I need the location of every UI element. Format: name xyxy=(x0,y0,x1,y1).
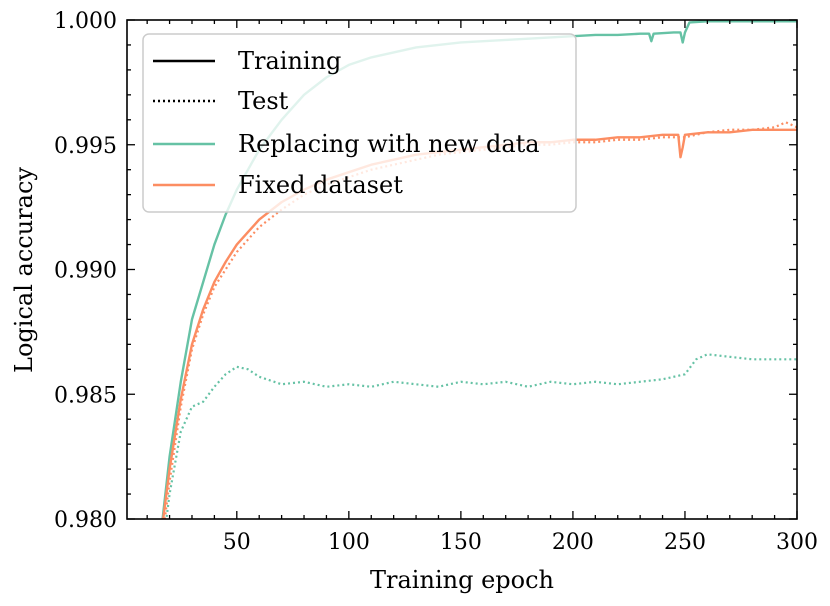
y-tick-label: 0.990 xyxy=(54,259,117,284)
legend-label-test: Test xyxy=(238,87,289,115)
legend-label-fixed: Fixed dataset xyxy=(238,171,403,199)
legend-box xyxy=(142,33,577,213)
legend-label-replacing: Replacing with new data xyxy=(238,130,540,158)
series-line-1 xyxy=(165,353,797,519)
ticks-layer: 50 100 150 200 250 300 0.980 0.985 0.990 0.995 1.0… xyxy=(54,9,818,555)
y-tick-label: 0.980 xyxy=(54,508,117,533)
x-tick-label: 200 xyxy=(552,530,594,555)
x-tick-label: 100 xyxy=(328,530,370,555)
x-axis-label: Training epoch xyxy=(370,566,554,594)
legend-label-training: Training xyxy=(238,47,341,75)
x-tick-label: 50 xyxy=(223,530,251,555)
y-tick-label: 1.000 xyxy=(54,9,117,34)
y-axis-label: Logical accuracy xyxy=(10,167,38,373)
x-tick-label: 250 xyxy=(664,530,706,555)
legend: Training Test Replacing with new data Fi… xyxy=(142,33,577,213)
y-tick-label: 0.985 xyxy=(54,383,117,408)
y-tick-label: 0.995 xyxy=(54,134,117,159)
x-tick-label: 300 xyxy=(776,530,818,555)
x-tick-label: 150 xyxy=(440,530,482,555)
